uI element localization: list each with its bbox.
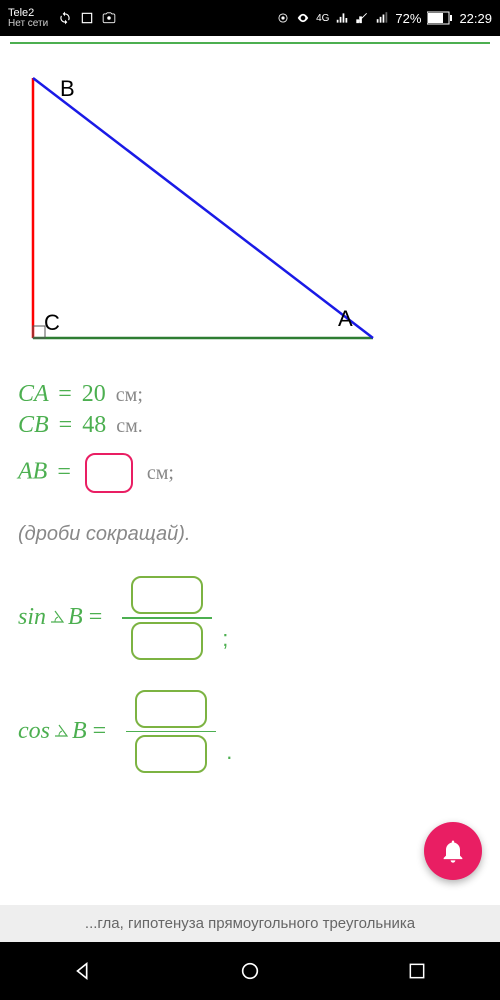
- vertex-a: A: [338, 306, 353, 331]
- triangle-svg: B A C: [18, 68, 388, 358]
- eq-sin: =: [89, 604, 103, 631]
- cos-label: cos B =: [18, 718, 112, 745]
- unit-cb: см.: [116, 415, 143, 437]
- sync-icon: [58, 11, 72, 25]
- var-cb: CB: [18, 412, 49, 438]
- sin-frac-bar: [122, 617, 212, 619]
- nav-back-button[interactable]: [63, 951, 103, 991]
- answer-ab-row: AB = см;: [18, 453, 482, 493]
- angle-icon-1: [49, 604, 65, 631]
- network-4g: 4G: [316, 13, 329, 24]
- sin-b-row: sin B = ;: [18, 576, 482, 660]
- eq-ab: =: [57, 459, 71, 485]
- reduce-note: (дроби сокращай).: [18, 523, 482, 546]
- carrier-block: Tele2 Нет сети: [8, 8, 48, 29]
- battery-icon: [427, 11, 453, 25]
- var-ab: AB: [18, 459, 47, 485]
- val-cb: 48: [82, 412, 106, 438]
- no-signal-icon: [355, 11, 369, 25]
- cos-fraction: [126, 690, 216, 774]
- sin-fn: sin: [18, 604, 46, 631]
- sin-semi: ;: [222, 626, 228, 652]
- carrier-name: Tele2: [8, 8, 48, 19]
- given-ca: CA = 20 см;: [18, 381, 482, 408]
- val-ca: 20: [82, 381, 106, 407]
- vertex-b: B: [60, 76, 75, 101]
- angle-icon-2: [53, 718, 69, 745]
- main-content: B A C CA = 20 см; CB = 48 см. AB = см; (…: [0, 50, 500, 813]
- signal-bars-icon: [375, 11, 389, 25]
- nav-recent-button[interactable]: [397, 951, 437, 991]
- input-sin-den[interactable]: [131, 622, 203, 660]
- hint-text: ...гла, гипотенуза прямоугольного треуго…: [85, 915, 415, 932]
- circle-home-icon: [239, 960, 261, 982]
- eq2: =: [59, 412, 73, 438]
- cos-frac-bar: [126, 731, 216, 733]
- triangle-back-icon: [72, 960, 94, 982]
- input-cos-num[interactable]: [135, 690, 207, 728]
- battery-pct: 72%: [395, 11, 421, 26]
- cos-fn: cos: [18, 718, 50, 745]
- sin-fraction: [122, 576, 212, 660]
- clock: 22:29: [459, 11, 492, 26]
- var-ca: CA: [18, 381, 48, 407]
- cos-b-row: cos B = .: [18, 690, 482, 774]
- eye-icon: [296, 11, 310, 25]
- square-recent-icon: [407, 961, 427, 981]
- cos-dot: .: [226, 739, 232, 765]
- vertex-c: C: [44, 310, 60, 335]
- given-cb: CB = 48 см.: [18, 412, 482, 439]
- nav-home-button[interactable]: [230, 951, 270, 991]
- target-icon: [276, 11, 290, 25]
- input-cos-den[interactable]: [135, 735, 207, 773]
- sin-label: sin B =: [18, 604, 108, 631]
- unit-ab: см;: [147, 462, 174, 484]
- bell-icon: [439, 837, 467, 865]
- angle-b-2: B: [72, 718, 87, 745]
- side-ab: [33, 78, 373, 338]
- status-bar: Tele2 Нет сети 4G 72% 22:29: [0, 0, 500, 36]
- status-right: 4G 72% 22:29: [276, 11, 492, 26]
- triangle-figure: B A C: [18, 68, 482, 363]
- hint-bar[interactable]: ...гла, гипотенуза прямоугольного треуго…: [0, 905, 500, 942]
- input-sin-num[interactable]: [131, 576, 203, 614]
- camera-icon: [102, 11, 116, 25]
- signal-icon: [335, 11, 349, 25]
- input-ab[interactable]: [85, 453, 133, 493]
- android-nav-bar: [0, 942, 500, 1000]
- no-network-label: Нет сети: [8, 19, 48, 29]
- eq1: =: [58, 381, 72, 407]
- angle-b-1: B: [68, 604, 83, 631]
- square-icon: [80, 11, 94, 25]
- status-icons-left: [58, 11, 116, 25]
- divider-top: [10, 42, 490, 44]
- notification-fab[interactable]: [424, 822, 482, 880]
- eq-cos: =: [93, 718, 107, 745]
- unit-ca: см;: [116, 384, 143, 406]
